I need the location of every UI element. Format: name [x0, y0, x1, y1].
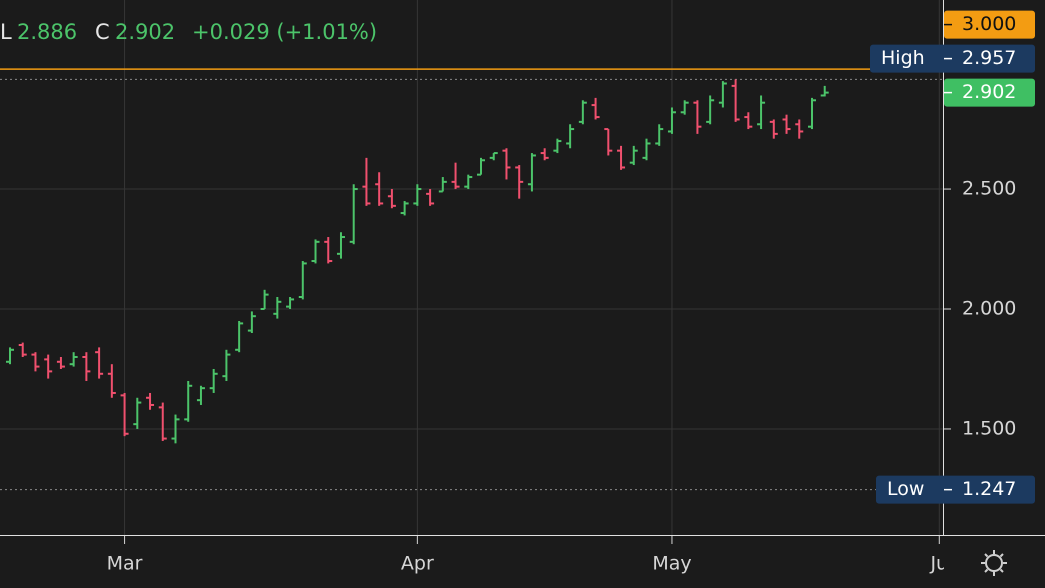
y-tick-label: 1.500 — [962, 417, 1016, 439]
change: +0.029 (+1.01%) — [192, 20, 377, 44]
low-label-value: 1.247 — [962, 478, 1016, 500]
x-tick-label: Apr — [401, 553, 434, 575]
y-tick-label: 2.000 — [962, 298, 1016, 320]
y-tick-label: 2.500 — [962, 178, 1016, 200]
high-label-value: 2.957 — [962, 47, 1016, 69]
low-label-box — [876, 475, 1035, 504]
plot-area: Mar Apr May Ju — [0, 0, 948, 575]
high-label-box — [870, 44, 1035, 73]
high-label-name: High — [881, 47, 925, 69]
low-value: 2.886 — [17, 20, 77, 44]
gear-teeth — [981, 550, 1007, 576]
x-tick-label: Ju — [929, 553, 948, 575]
alert-label-box — [944, 10, 1035, 39]
last-price-box — [944, 78, 1035, 107]
labels: L 2.886 C 2.902 +0.029 (+1.01%) 1.500 2.0… — [0, 10, 1035, 504]
last-price-value: 2.902 — [962, 81, 1016, 103]
low-label: L — [0, 20, 12, 44]
low-label-name: Low — [887, 478, 924, 500]
x-tick-label: Mar — [107, 553, 143, 575]
close-value: 2.902 — [115, 20, 175, 44]
alert-label-value: 3.000 — [962, 13, 1016, 35]
gear-ring — [985, 554, 1003, 572]
x-tick-label: May — [652, 553, 691, 575]
close-label: C — [95, 20, 110, 44]
settings-icon[interactable] — [981, 550, 1007, 576]
